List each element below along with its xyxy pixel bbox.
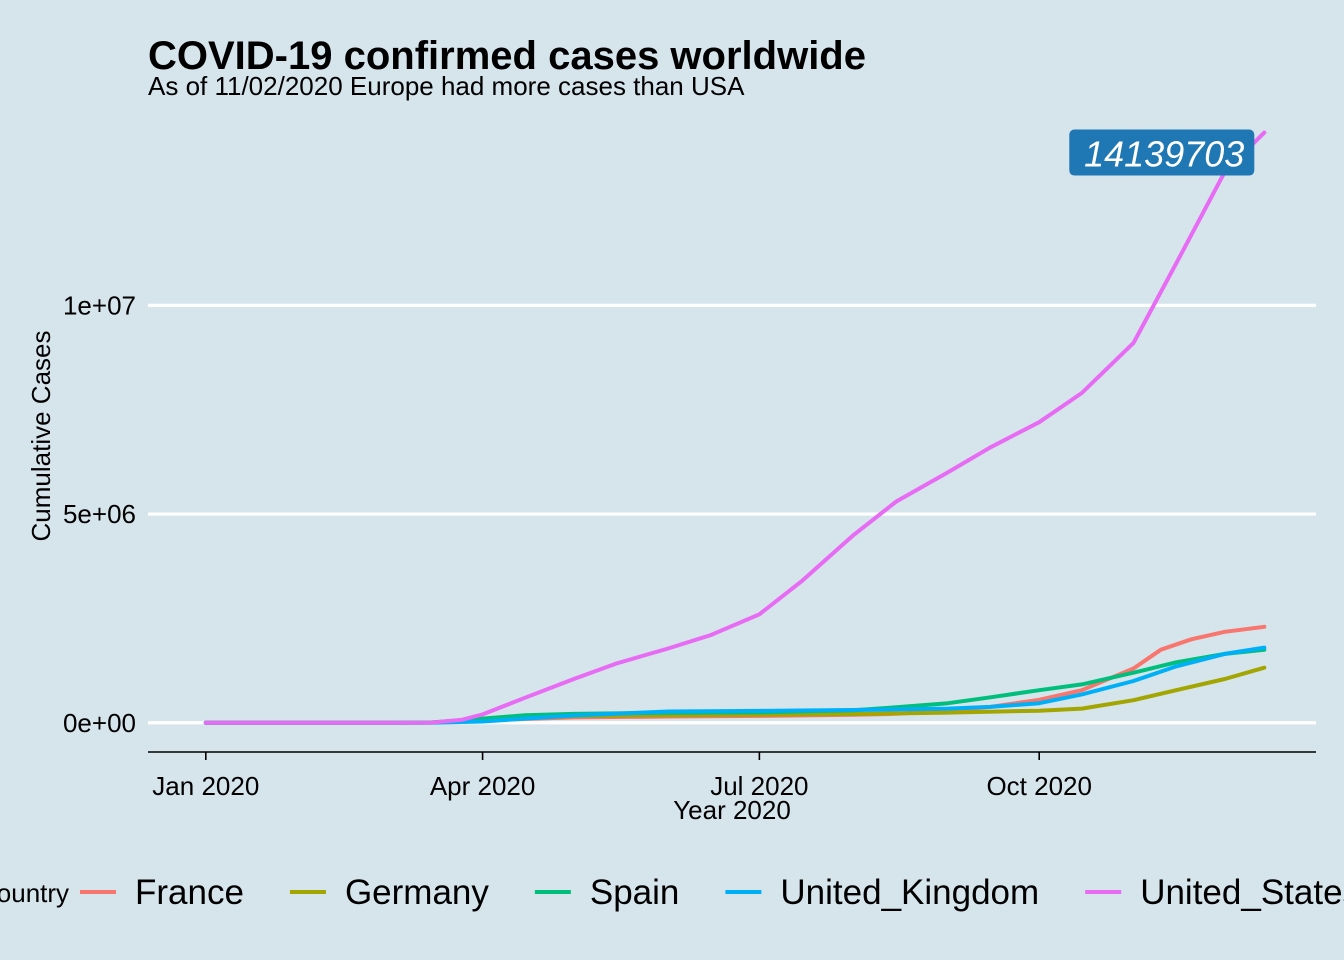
legend-title: Country xyxy=(0,878,69,908)
x-tick-label: Apr 2020 xyxy=(430,771,536,801)
chart-title: COVID-19 confirmed cases worldwide xyxy=(148,34,866,78)
x-tick-label: Oct 2020 xyxy=(986,771,1092,801)
x-tick-label: Jul 2020 xyxy=(710,771,808,801)
y-tick-label: 0e+00 xyxy=(63,708,136,738)
series-line-united-states-of-america xyxy=(203,130,1267,725)
series-lines xyxy=(203,130,1267,725)
x-axis-ticks: Jan 2020 Apr 2020 Jul 2020 Oct 2020 xyxy=(152,752,1092,801)
legend-item-label: France xyxy=(135,873,244,912)
legend: Country France Germany Spain United_Kingdom… xyxy=(0,873,1344,912)
series-line-united-kingdom xyxy=(203,645,1267,725)
legend-item-label: Germany xyxy=(345,873,489,912)
y-tick-label: 1e+07 xyxy=(63,290,136,320)
x-tick-label: Jan 2020 xyxy=(152,771,259,801)
callout-label: 14139703 xyxy=(1084,134,1244,175)
peak-value-callout: 14139703 xyxy=(1069,129,1255,176)
legend-item-label: Spain xyxy=(590,873,680,912)
y-axis-ticks: 0e+00 5e+06 1e+07 xyxy=(63,290,136,737)
y-axis-title: Cumulative Cases xyxy=(26,331,56,542)
y-tick-label: 5e+06 xyxy=(63,499,136,529)
legend-item-label: United_Kingdom xyxy=(780,873,1039,912)
chart-subtitle: As of 11/02/2020 Europe had more cases t… xyxy=(148,71,745,101)
callout-box xyxy=(1069,129,1255,176)
legend-item-label: United_States_of_America xyxy=(1140,873,1344,912)
x-axis-title: Year 2020 xyxy=(673,795,791,825)
